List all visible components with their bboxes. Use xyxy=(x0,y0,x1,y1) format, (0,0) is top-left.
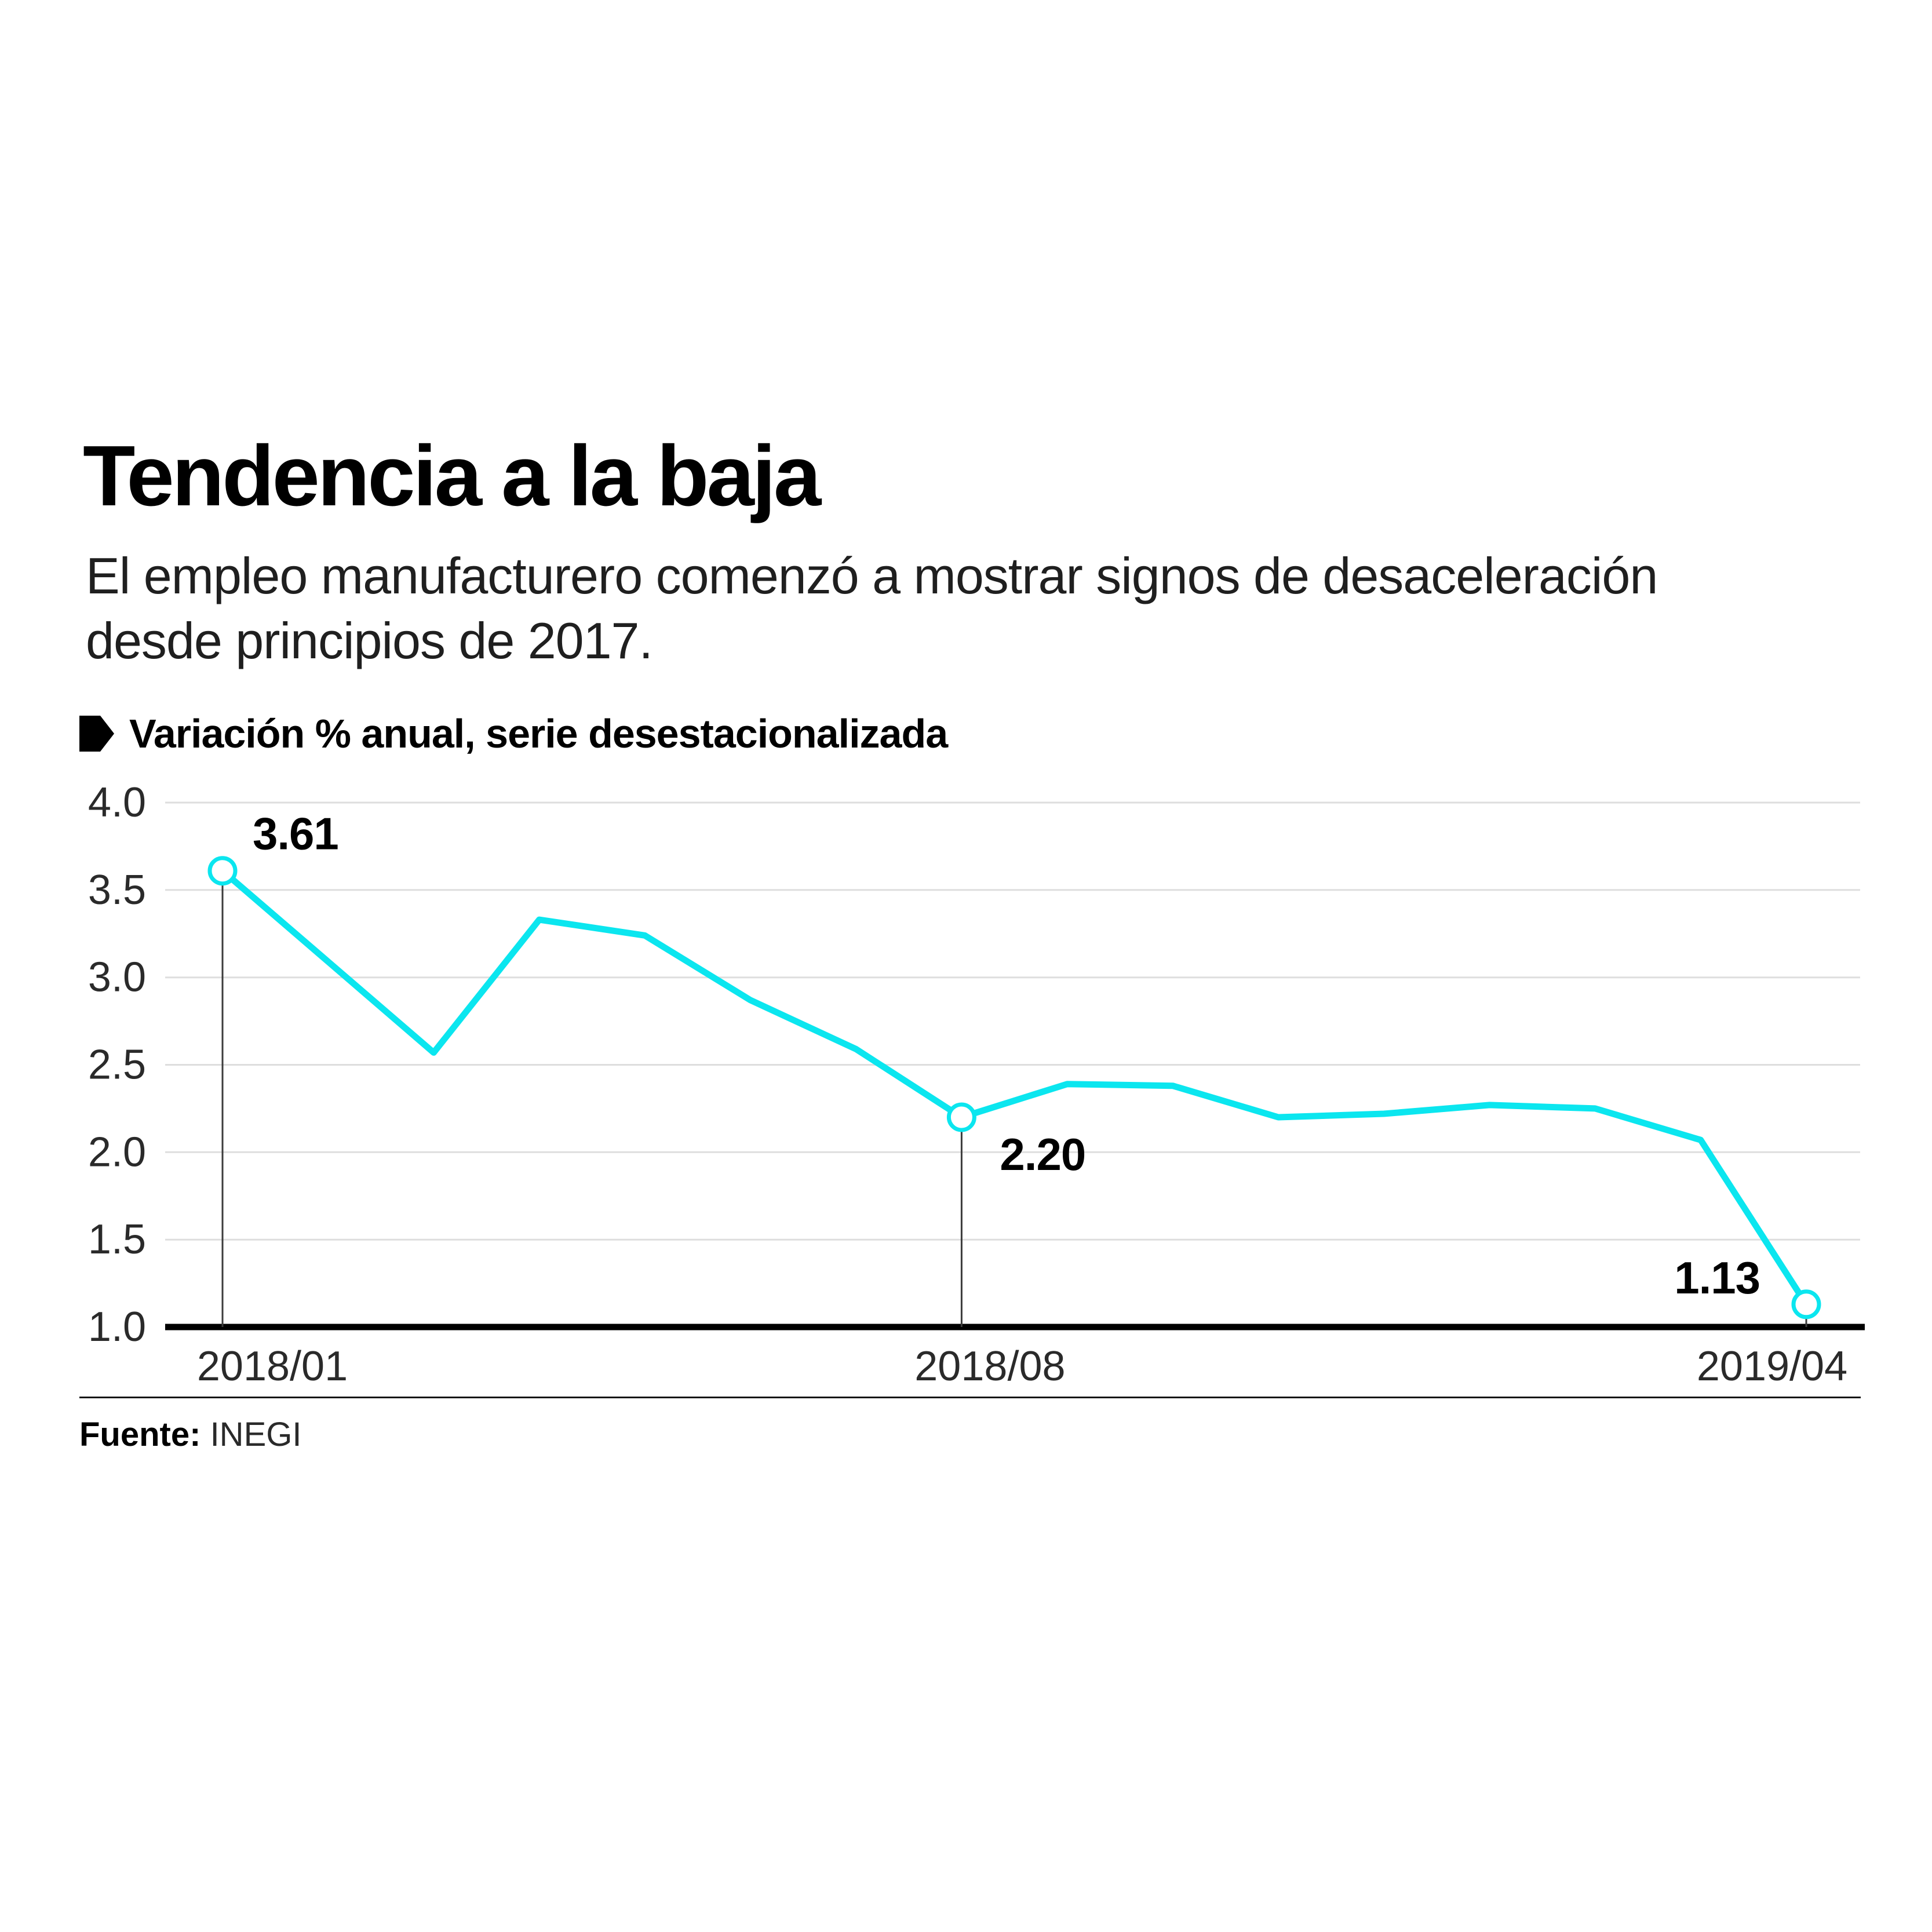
legend: Variación % anual, serie desestacionaliz… xyxy=(79,710,948,757)
x-axis-tick-label: 2018/01 xyxy=(197,1343,348,1390)
chart-title: Tendencia a la baja xyxy=(83,428,821,524)
x-axis-tick-label: 2018/08 xyxy=(914,1343,1065,1390)
source-line: Fuente: INEGI xyxy=(79,1415,301,1454)
y-axis-tick-label: 2.5 xyxy=(88,1042,146,1088)
series-line xyxy=(219,867,1810,1308)
data-point-marker xyxy=(1791,1289,1821,1319)
data-point-label: 1.13 xyxy=(1674,1252,1760,1303)
y-axis-tick-label: 4.0 xyxy=(88,779,146,826)
legend-label: Variación % anual, serie desestacionaliz… xyxy=(129,711,948,756)
y-axis-tick-label: 2.0 xyxy=(88,1129,146,1175)
data-point-label: 2.20 xyxy=(1000,1129,1085,1180)
source-label: Fuente: xyxy=(79,1416,201,1453)
data-point-marker xyxy=(946,1102,976,1132)
y-axis-tick-label: 3.0 xyxy=(88,954,146,1001)
data-point-marker xyxy=(207,856,238,886)
footer-divider xyxy=(79,1397,1861,1398)
chart-subtitle-line1: El empleo manufacturero comenzó a mostra… xyxy=(86,547,1658,604)
y-axis-tick-label: 1.0 xyxy=(88,1304,146,1350)
x-axis-tick-label: 2019/04 xyxy=(1697,1343,1847,1390)
y-axis-tick-label: 3.5 xyxy=(88,867,146,913)
chart-subtitle-line2: desde principios de 2017. xyxy=(86,612,653,669)
y-axis-tick-label: 1.5 xyxy=(88,1216,146,1263)
chart-subtitle: El empleo manufacturero comenzó a mostra… xyxy=(86,544,1658,673)
data-point-label: 3.61 xyxy=(253,808,338,859)
source-value: INEGI xyxy=(210,1416,302,1453)
